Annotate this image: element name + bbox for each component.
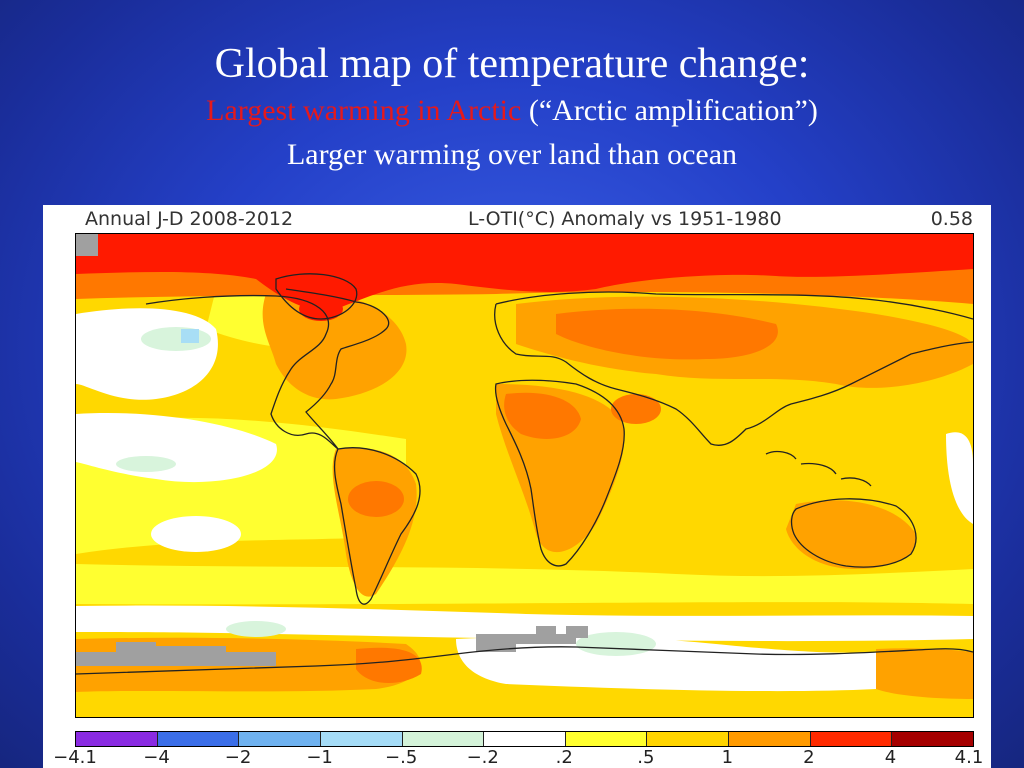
figure-anomaly-label: L-OTI(°C) Anomaly vs 1951-1980 [468,208,782,230]
map-canvas [76,234,973,717]
east-pacific-cool-spot [116,456,176,472]
colorbar-segment [810,732,893,746]
south-atlantic-cool-spot [576,632,656,656]
antarctic-missing-data-east [476,626,576,652]
sahara-dark-orange [504,392,581,439]
arctic-amplification-text: (“Arctic amplification”) [521,94,818,127]
colorbar-tick-label: −4 [143,747,170,768]
south-pacific-white-patch [151,516,241,552]
indian-ocean-white-patch [946,432,973,524]
slide-subtitle: Largest warming in Arctic (“Arctic ampli… [0,93,1024,129]
australia-coastline [790,498,917,568]
alaska-cool-patch [181,329,199,343]
slide-title: Global map of temperature change: [214,41,810,87]
southern-atlantic-dark-orange [356,647,422,684]
antarctic-missing-data [76,642,276,666]
land-ocean-subtitle: Larger warming over land than ocean [286,138,738,171]
north-pacific-cool-spot [141,327,211,351]
arctic-warming-highlight: Largest warming in Arctic [206,94,522,127]
antarctica-coastline [76,646,973,675]
amazon-dark-orange [348,481,404,517]
antarctic-missing-data-small [566,626,588,638]
southern-indian-warm-band [876,648,973,699]
colorbar-segment [565,732,648,746]
siberia-dark-orange [556,308,778,360]
coastlines [76,273,973,675]
colorbar-segment [76,732,158,746]
southern-ocean-cool-spot [226,621,286,637]
colorbar-tick-label: −2 [224,747,252,768]
south-america-coastline [333,447,421,605]
south-america-warm-region [332,447,417,597]
colorbar-segment [729,732,811,746]
colorbar-segment [892,732,974,746]
colorbar-segment [239,732,321,746]
colorbar-tick-label: 1 [721,747,734,768]
temperature-anomaly-map [75,233,974,718]
eurasia-coastline [494,291,973,446]
colorbar-tick-labels: −4.1 −4 −2 −1 −.5 −.2 .2 .5 1 2 4 4.1 [43,747,991,768]
colorbar-tick-label: −1 [306,747,333,768]
colorbar-segment [157,732,240,746]
figure-global-mean: 0.58 [930,208,973,230]
southern-ocean-white-band [76,605,973,642]
north-america-warm-region [262,291,407,400]
colorbar-tick-label: 2 [803,747,815,768]
colorbar-tick-label: −.2 [466,747,499,768]
temperature-colorbar [75,731,974,747]
colorbar-tick-label: 4.1 [954,747,984,768]
greenland-coastline [275,273,358,320]
colorbar-segment [320,732,403,746]
colorbar-segment [484,732,566,746]
colorbar-tick-label: .2 [555,747,573,768]
colorbar-segment [647,732,730,746]
figure-period-label: Annual J-D 2008-2012 [85,208,294,230]
middle-east-dark-orange [611,394,661,424]
colorbar-tick-label: 4 [884,747,897,768]
north-america-coastline [145,288,390,450]
indonesia-coastline [765,450,872,487]
southern-ocean-band [76,564,973,605]
colorbar-segment [402,732,485,746]
colorbar-tick-label: −.5 [385,747,418,768]
australia-warm-region [786,500,917,569]
antarctic-white-patch [456,636,876,692]
temperature-anomaly-figure: Annual J-D 2008-2012 L-OTI(°C) Anomaly v… [43,205,991,768]
colorbar-tick-label: −4.1 [53,747,97,768]
colorbar-tick-label: .5 [637,747,655,768]
arctic-missing-data [76,234,98,256]
africa-coastline [494,379,625,567]
